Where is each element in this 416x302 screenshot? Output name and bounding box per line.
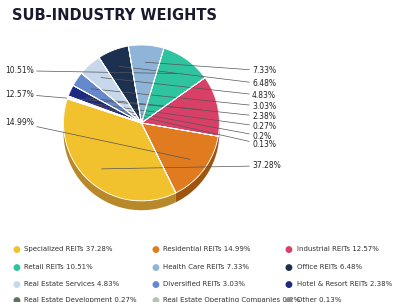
Text: Hotel & Resort REITs 2.38%: Hotel & Resort REITs 2.38%: [297, 281, 392, 288]
Polygon shape: [68, 85, 141, 123]
Text: Residential REITs 14.99%: Residential REITs 14.99%: [163, 246, 251, 252]
Text: ●: ●: [152, 263, 160, 272]
Text: 4.83%: 4.83%: [101, 78, 276, 100]
Text: 12.57%: 12.57%: [5, 90, 201, 110]
Polygon shape: [82, 58, 141, 123]
Text: Real Estate Development 0.27%: Real Estate Development 0.27%: [24, 297, 137, 302]
Polygon shape: [141, 78, 219, 136]
Polygon shape: [64, 99, 176, 210]
Polygon shape: [99, 46, 141, 123]
Text: Health Care REITs 7.33%: Health Care REITs 7.33%: [163, 264, 250, 270]
Text: ●: ●: [12, 245, 20, 254]
Text: 3.03%: 3.03%: [91, 89, 276, 111]
Text: 6.48%: 6.48%: [119, 66, 276, 88]
Text: 10.51%: 10.51%: [5, 66, 177, 75]
Text: Other 0.13%: Other 0.13%: [297, 297, 341, 302]
Text: ●: ●: [152, 296, 160, 302]
Text: ●: ●: [285, 245, 293, 254]
Text: Industrial REITs 12.57%: Industrial REITs 12.57%: [297, 246, 379, 252]
Polygon shape: [67, 97, 141, 123]
Polygon shape: [67, 98, 141, 123]
Text: ●: ●: [285, 296, 293, 302]
Text: ●: ●: [12, 296, 20, 302]
Text: ●: ●: [152, 280, 160, 289]
Text: ●: ●: [285, 263, 293, 272]
Polygon shape: [129, 45, 164, 123]
Text: Real Estate Operating Companies 0.2%: Real Estate Operating Companies 0.2%: [163, 297, 301, 302]
Polygon shape: [205, 78, 219, 146]
Text: ●: ●: [12, 280, 20, 289]
Text: 0.27%: 0.27%: [84, 102, 276, 131]
Text: Retail REITs 10.51%: Retail REITs 10.51%: [24, 264, 93, 270]
Text: 2.38%: 2.38%: [86, 98, 276, 121]
Text: ●: ●: [152, 245, 160, 254]
Text: 0.13%: 0.13%: [84, 104, 276, 149]
Polygon shape: [68, 96, 141, 123]
Text: Diversified REITs 3.03%: Diversified REITs 3.03%: [163, 281, 245, 288]
Text: ●: ●: [12, 263, 20, 272]
Text: Specialized REITs 37.28%: Specialized REITs 37.28%: [24, 246, 113, 252]
Text: 14.99%: 14.99%: [5, 118, 190, 159]
Text: 37.28%: 37.28%: [102, 161, 281, 170]
Text: 7.33%: 7.33%: [145, 62, 276, 75]
Text: Real Estate Services 4.83%: Real Estate Services 4.83%: [24, 281, 119, 288]
Text: ●: ●: [285, 280, 293, 289]
Text: SUB-INDUSTRY WEIGHTS: SUB-INDUSTRY WEIGHTS: [12, 8, 218, 23]
Polygon shape: [141, 48, 205, 123]
Polygon shape: [176, 136, 218, 202]
Polygon shape: [73, 73, 141, 123]
Polygon shape: [64, 99, 176, 201]
Text: 0.2%: 0.2%: [84, 103, 271, 141]
Text: Office REITs 6.48%: Office REITs 6.48%: [297, 264, 362, 270]
Polygon shape: [141, 123, 218, 193]
